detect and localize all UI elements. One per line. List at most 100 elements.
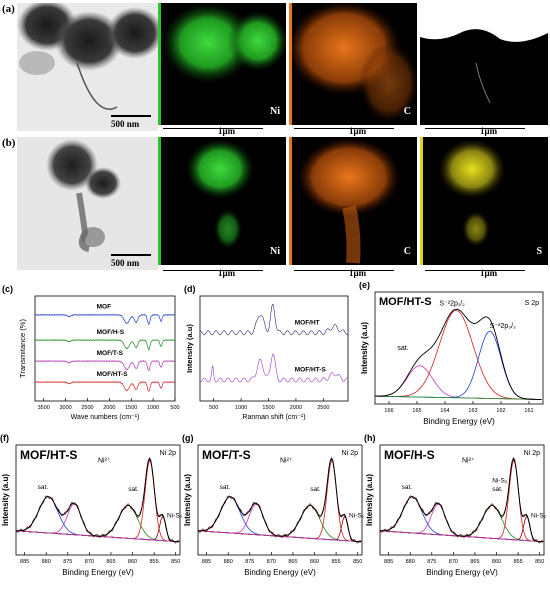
- series-line-2: [34, 360, 175, 372]
- x-tick-label: 875: [427, 559, 436, 565]
- x-tick-label: 1500: [262, 405, 274, 411]
- raw-data: [379, 458, 544, 544]
- element-label: Ni: [270, 106, 280, 117]
- scale-label: 500 nm: [111, 258, 140, 268]
- x-tick-label: 870: [85, 559, 94, 565]
- peak-label: sat.: [397, 345, 408, 352]
- series-label: MOF/HT-S: [97, 371, 129, 378]
- peak-1: [375, 309, 542, 400]
- raw-data: [197, 458, 362, 544]
- element-label: C: [403, 106, 411, 117]
- x-axis-label: Binding Energy (eV): [426, 568, 498, 577]
- y-axis-label: Intensity (a.u): [365, 474, 374, 526]
- x-tick-label: 3000: [60, 405, 72, 411]
- peak-label: sat.: [310, 486, 321, 493]
- corner-label: Ni 2p: [524, 450, 540, 457]
- peak-2: [375, 330, 542, 400]
- map-scale-label: 1μm: [349, 268, 367, 278]
- y-axis-label: Intensity (a.u): [360, 322, 369, 374]
- element-label: C: [403, 246, 411, 257]
- peak-label: Ni-S₂: [349, 513, 365, 520]
- x-tick-label: 855: [514, 559, 523, 565]
- peak-label: S⁻²2p₃/₂: [490, 323, 516, 330]
- x-tick-label: 870: [267, 559, 276, 565]
- x-tick-label: 850: [535, 559, 544, 565]
- peak-label: sat.: [38, 484, 49, 491]
- map-c-b: C: [289, 137, 417, 265]
- y-axis-label: Intensity (a.u): [1, 474, 10, 526]
- peak-label: Ni-S₂: [492, 477, 508, 484]
- envelope: [375, 308, 542, 400]
- peak-label: Ni²⁺: [280, 458, 293, 465]
- peak-label: Ni-S₂: [531, 513, 547, 520]
- panel-label: (h): [364, 433, 376, 443]
- x-axis-label: Wave numbers (cm⁻¹): [71, 414, 140, 421]
- peak-label: Ni²⁺: [462, 458, 475, 465]
- x-axis-label: Binding Energy (eV): [62, 568, 134, 577]
- map-scale-label: 1μm: [218, 268, 236, 278]
- plot-frame: [197, 444, 363, 556]
- x-tick-label: 2000: [290, 405, 302, 411]
- peak-label: S⁻²2p₁/₂: [439, 300, 465, 307]
- x-tick-label: 880: [224, 559, 233, 565]
- x-tick-label: 860: [310, 559, 319, 565]
- peak-3: [197, 460, 362, 543]
- plot-frame: [199, 295, 349, 402]
- panel-label: (f): [0, 433, 9, 443]
- corner-label: S 2p: [525, 300, 540, 307]
- x-tick-label: 860: [492, 559, 501, 565]
- map-scale-label: 1μm: [349, 126, 367, 136]
- corner-label: Ni 2p: [160, 450, 176, 457]
- y-axis-label: Intensity (a.u): [185, 324, 194, 373]
- map-ni-b: Ni: [158, 137, 286, 265]
- chart-title: MOF/HT-S: [379, 296, 432, 308]
- map-scale-label: 1μm: [218, 126, 236, 136]
- peak-label: Ni-S₂: [167, 513, 183, 520]
- x-tick-label: 865: [106, 559, 115, 565]
- map-scale-label: 1μm: [480, 126, 498, 136]
- scale-label: 500 nm: [111, 119, 140, 129]
- x-tick-label: 885: [202, 559, 211, 565]
- panel-label: (d): [184, 284, 196, 294]
- x-tick-label: 1000: [147, 405, 159, 411]
- peak-4: [197, 516, 362, 543]
- x-tick-label: 855: [332, 559, 341, 565]
- x-tick-label: 165: [412, 408, 421, 414]
- x-tick-label: 3500: [38, 405, 50, 411]
- series-line-1: [199, 353, 349, 383]
- x-tick-label: 2500: [317, 405, 329, 411]
- tem-particles-a: [17, 3, 158, 110]
- peak-4: [15, 516, 180, 543]
- x-tick-label: 850: [353, 559, 362, 565]
- envelope: [16, 457, 180, 543]
- peak-label: sat.: [128, 486, 139, 493]
- panel-label: (c): [2, 284, 13, 294]
- x-tick-label: 860: [128, 559, 137, 565]
- peak-3: [15, 460, 180, 543]
- x-tick-label: 2000: [103, 405, 115, 411]
- raw-data: [15, 458, 180, 544]
- x-tick-label: 164: [440, 408, 449, 414]
- x-tick-label: 163: [468, 408, 477, 414]
- x-tick-label: 875: [245, 559, 254, 565]
- panel-label: (g): [182, 433, 194, 443]
- series-label: MOF/HT-S: [295, 367, 327, 374]
- x-tick-label: 880: [42, 559, 51, 565]
- x-axis-label: Binding Energy (eV): [423, 417, 495, 426]
- series-label: MOF/H-S: [97, 329, 125, 336]
- x-tick-label: 870: [449, 559, 458, 565]
- series-label: MOF: [97, 304, 111, 311]
- plot-frame: [15, 444, 181, 556]
- x-tick-label: 855: [150, 559, 159, 565]
- x-tick-label: 166: [384, 408, 393, 414]
- peak-label: Ni²⁺: [98, 458, 111, 465]
- series-line-0: [34, 313, 175, 326]
- x-axis-label: Ranman shift (cm⁻¹): [242, 414, 305, 421]
- x-tick-label: 500: [170, 405, 179, 411]
- x-tick-label: 885: [20, 559, 29, 565]
- x-axis-label: Binding Energy (eV): [244, 568, 316, 577]
- x-tick-label: 885: [384, 559, 393, 565]
- baseline: [375, 395, 542, 400]
- x-tick-label: 850: [171, 559, 180, 565]
- x-tick-label: 880: [406, 559, 415, 565]
